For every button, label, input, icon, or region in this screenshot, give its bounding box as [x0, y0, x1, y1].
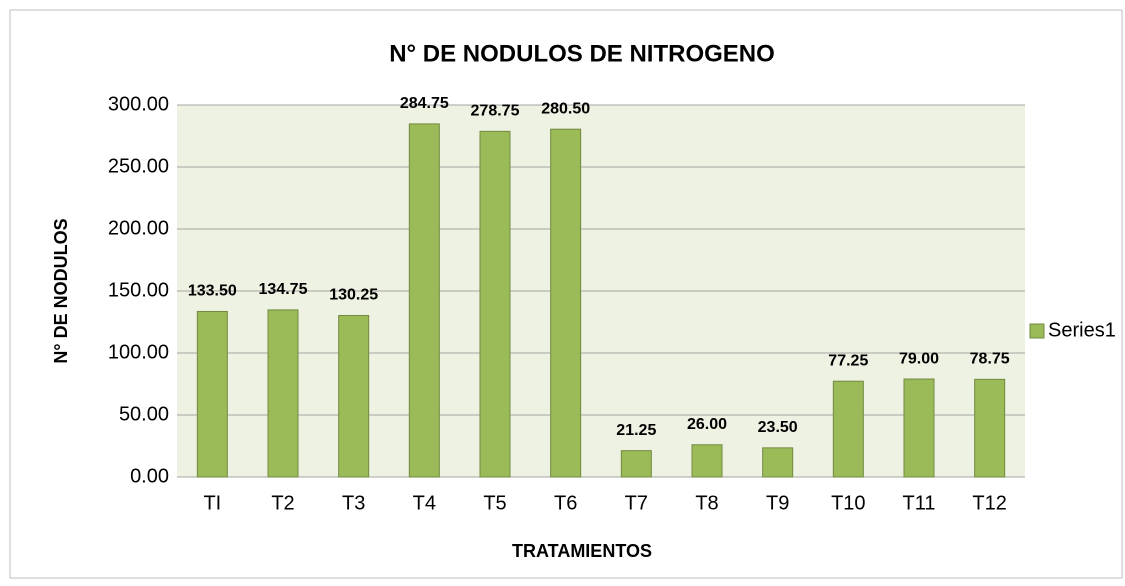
bar	[691, 444, 723, 478]
bar	[479, 130, 511, 478]
x-tick-label: T9	[766, 492, 789, 514]
x-tick-label: T5	[483, 492, 506, 514]
y-tick-label: 250.00	[108, 155, 169, 177]
data-label: 79.00	[899, 350, 939, 367]
data-label: 280.50	[541, 100, 590, 117]
x-tick-label: T4	[413, 492, 436, 514]
bar	[903, 378, 935, 478]
bar	[196, 310, 228, 478]
y-axis-label: N° DE NODULOS	[51, 218, 71, 363]
y-tick-label: 50.00	[119, 403, 169, 425]
data-label: 130.25	[329, 287, 378, 304]
data-label: 278.75	[471, 103, 520, 120]
data-label: 78.75	[970, 351, 1010, 368]
data-label: 26.00	[687, 416, 727, 433]
bar	[832, 380, 864, 478]
bar	[762, 447, 794, 478]
bar	[620, 450, 652, 478]
bar	[338, 314, 370, 478]
x-tick-label: T12	[972, 492, 1006, 514]
data-label: 23.50	[758, 419, 798, 436]
legend-label: Series1	[1048, 319, 1116, 341]
bar	[974, 378, 1006, 478]
bar	[550, 128, 582, 478]
x-tick-label: T7	[625, 492, 648, 514]
y-tick-label: 300.00	[108, 93, 169, 115]
data-label: 21.25	[616, 422, 656, 439]
y-tick-label: 0.00	[130, 465, 169, 487]
chart-title: N° DE NODULOS DE NITROGENO	[389, 40, 775, 67]
x-tick-label: T11	[903, 492, 936, 514]
x-tick-label: T10	[831, 492, 865, 514]
bar	[267, 309, 299, 478]
x-tick-label: T2	[271, 492, 294, 514]
data-label: 133.50	[188, 283, 237, 300]
bar	[408, 123, 440, 478]
x-tick-label: T8	[695, 492, 718, 514]
x-axis-label: TRATAMIENTOS	[512, 541, 652, 561]
legend-swatch	[1029, 323, 1045, 339]
x-tick-label: T6	[554, 492, 577, 514]
x-tick-label: T3	[342, 492, 365, 514]
data-label: 134.75	[259, 281, 308, 298]
y-tick-label: 150.00	[108, 279, 169, 301]
y-tick-label: 100.00	[108, 341, 169, 363]
y-tick-label: 200.00	[108, 217, 169, 239]
data-label: 284.75	[400, 95, 449, 112]
data-label: 77.25	[828, 352, 868, 369]
x-tick-label: TI	[203, 492, 221, 514]
